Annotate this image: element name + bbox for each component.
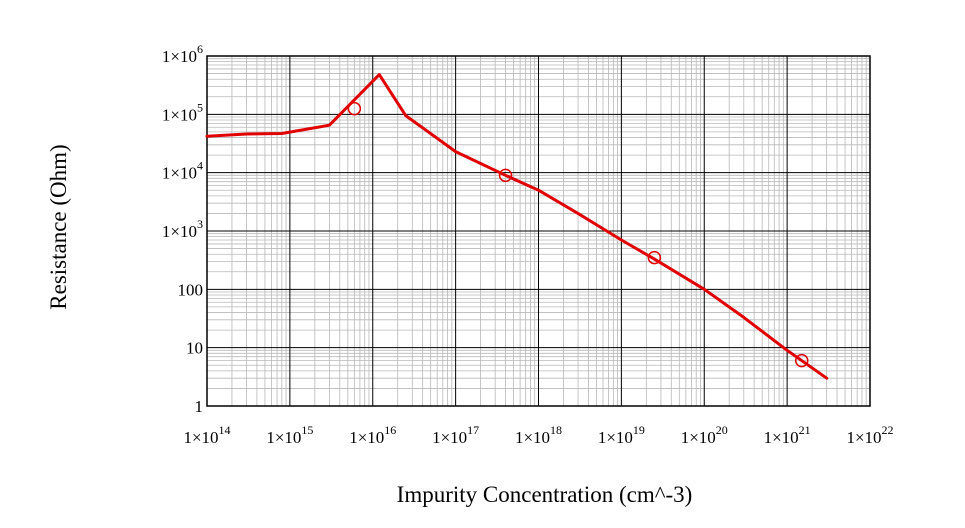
series-marker bbox=[347, 101, 362, 116]
y-tick-label: 1×103 bbox=[162, 217, 203, 241]
x-tick-label: 1×1021 bbox=[764, 423, 811, 447]
series-layer bbox=[205, 73, 829, 380]
x-tick-label: 1×1017 bbox=[432, 423, 479, 447]
y-tick-label: 1 bbox=[195, 397, 204, 416]
x-tick-labels: 1×1014 1×1015 1×1016 1×1017 1×1018 1×1019 1×10… bbox=[183, 423, 893, 447]
plot-area-frame bbox=[206, 55, 871, 407]
y-tick-label: 10 bbox=[186, 339, 203, 358]
x-tick-label: 1×1022 bbox=[846, 423, 893, 447]
series-marker bbox=[498, 168, 513, 183]
x-tick-label: 1×1016 bbox=[349, 423, 396, 447]
y-axis-title: Resistance (Ohm) bbox=[46, 144, 71, 309]
x-tick-label: 1×1018 bbox=[515, 423, 562, 447]
series-line bbox=[205, 73, 829, 380]
x-tick-label: 1×1020 bbox=[681, 423, 728, 447]
y-tick-label: 1×105 bbox=[162, 100, 203, 124]
x-tick-label: 1×1019 bbox=[598, 423, 645, 447]
y-tick-label: 100 bbox=[178, 280, 204, 299]
series-marker bbox=[647, 250, 662, 265]
series-marker bbox=[794, 353, 809, 368]
x-tick-label: 1×1014 bbox=[183, 423, 230, 447]
x-tick-label: 1×1015 bbox=[266, 423, 313, 447]
y-tick-label: 1×104 bbox=[162, 159, 203, 183]
y-tick-label: 1×106 bbox=[162, 42, 203, 66]
x-axis-title: Impurity Concentration (cm^-3) bbox=[397, 482, 693, 507]
y-tick-labels: 1 10 100 1×103 1×104 1×105 1×106 bbox=[162, 42, 203, 416]
